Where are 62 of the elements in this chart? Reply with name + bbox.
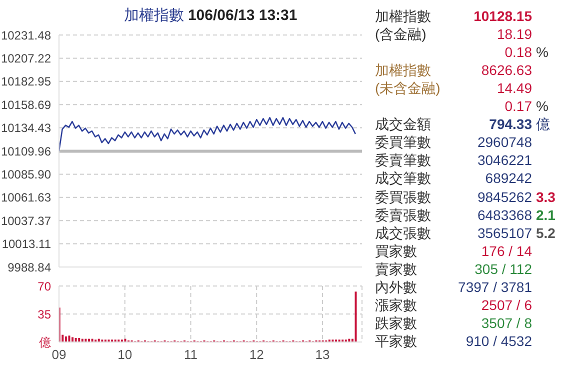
- data-label: 2.1: [536, 206, 556, 223]
- data-label: 794.33: [489, 116, 532, 132]
- data-label: 2507 / 6: [481, 296, 532, 313]
- data-label: 平家數: [375, 332, 417, 351]
- data-label: 委賣筆數: [375, 152, 431, 170]
- data-label: 176 / 14: [481, 242, 532, 259]
- data-label: 910 / 4532: [466, 332, 532, 349]
- data-label: (未含金融): [375, 80, 440, 98]
- data-label: (含金融): [375, 26, 426, 44]
- y-tick-label: 10109.96: [0, 144, 52, 158]
- y-tick-label: 9988.84: [8, 260, 52, 274]
- y-tick-label: 10037.37: [0, 214, 52, 228]
- data-label: 3565107: [477, 224, 532, 241]
- data-label: 5.2: [536, 224, 556, 241]
- y-tick-label: 10182.95: [0, 74, 52, 89]
- data-label: %: [536, 44, 548, 60]
- data-label: 305 / 112: [474, 260, 532, 277]
- data-label: 委買張數: [375, 188, 431, 206]
- x-tick-label: 10: [118, 347, 132, 362]
- data-label: 0.18: [504, 44, 532, 60]
- data-label: 成交金額: [375, 116, 431, 134]
- y-tick-label: 10061.63: [0, 190, 52, 205]
- data-label: 3507 / 8: [481, 314, 532, 331]
- data-label: 買家數: [375, 242, 417, 261]
- data-label: 9845262: [477, 188, 532, 204]
- data-label: %: [536, 98, 548, 114]
- y-tick-label: 10013.11: [2, 237, 52, 252]
- data-label: 成交張數: [375, 224, 431, 243]
- chart-title: 加權指數 106/06/13 13:31: [124, 7, 298, 24]
- y-tick-label: 35: [38, 307, 52, 322]
- data-label: 賣家數: [375, 260, 417, 279]
- data-label: 2960748: [477, 134, 532, 150]
- data-label: 10128.15: [474, 8, 532, 24]
- y-tick-label: 10134.43: [0, 121, 52, 136]
- y-tick-label: 10085.90: [0, 167, 52, 182]
- data-label: 加權指數: [375, 8, 431, 26]
- data-label: 7397 / 3781: [458, 278, 532, 295]
- data-label: 漲家數: [375, 296, 417, 315]
- data-label: 委買筆數: [375, 134, 431, 152]
- data-label: 18.19: [496, 26, 532, 42]
- y-tick-label: 10231.48: [0, 28, 52, 42]
- y-tick-label: 70: [38, 279, 52, 294]
- data-label: 跌家數: [375, 314, 417, 333]
- x-tick-label: 13: [315, 347, 330, 362]
- x-tick-label: 09: [52, 347, 66, 362]
- data-label: 億: [536, 116, 550, 134]
- data-label: 8626.63: [481, 62, 532, 78]
- y-tick-label: 億: [39, 335, 51, 350]
- data-label: 加權指數: [375, 62, 431, 80]
- data-label: 0.17: [504, 98, 532, 114]
- data-label: 3.3: [536, 188, 556, 204]
- data-label: 內外數: [375, 278, 417, 297]
- y-tick-label: 10207.22: [0, 51, 52, 66]
- data-label: 6483368: [477, 206, 532, 223]
- data-label: 689242: [485, 170, 532, 186]
- data-label: 委賣張數: [375, 206, 431, 225]
- y-tick-label: 10158.69: [0, 98, 52, 112]
- data-label: 3046221: [477, 152, 532, 168]
- data-label: 14.49: [496, 80, 532, 96]
- x-tick-label: 12: [249, 347, 264, 362]
- x-tick-label: 11: [184, 347, 198, 362]
- data-label: 成交筆數: [375, 170, 431, 188]
